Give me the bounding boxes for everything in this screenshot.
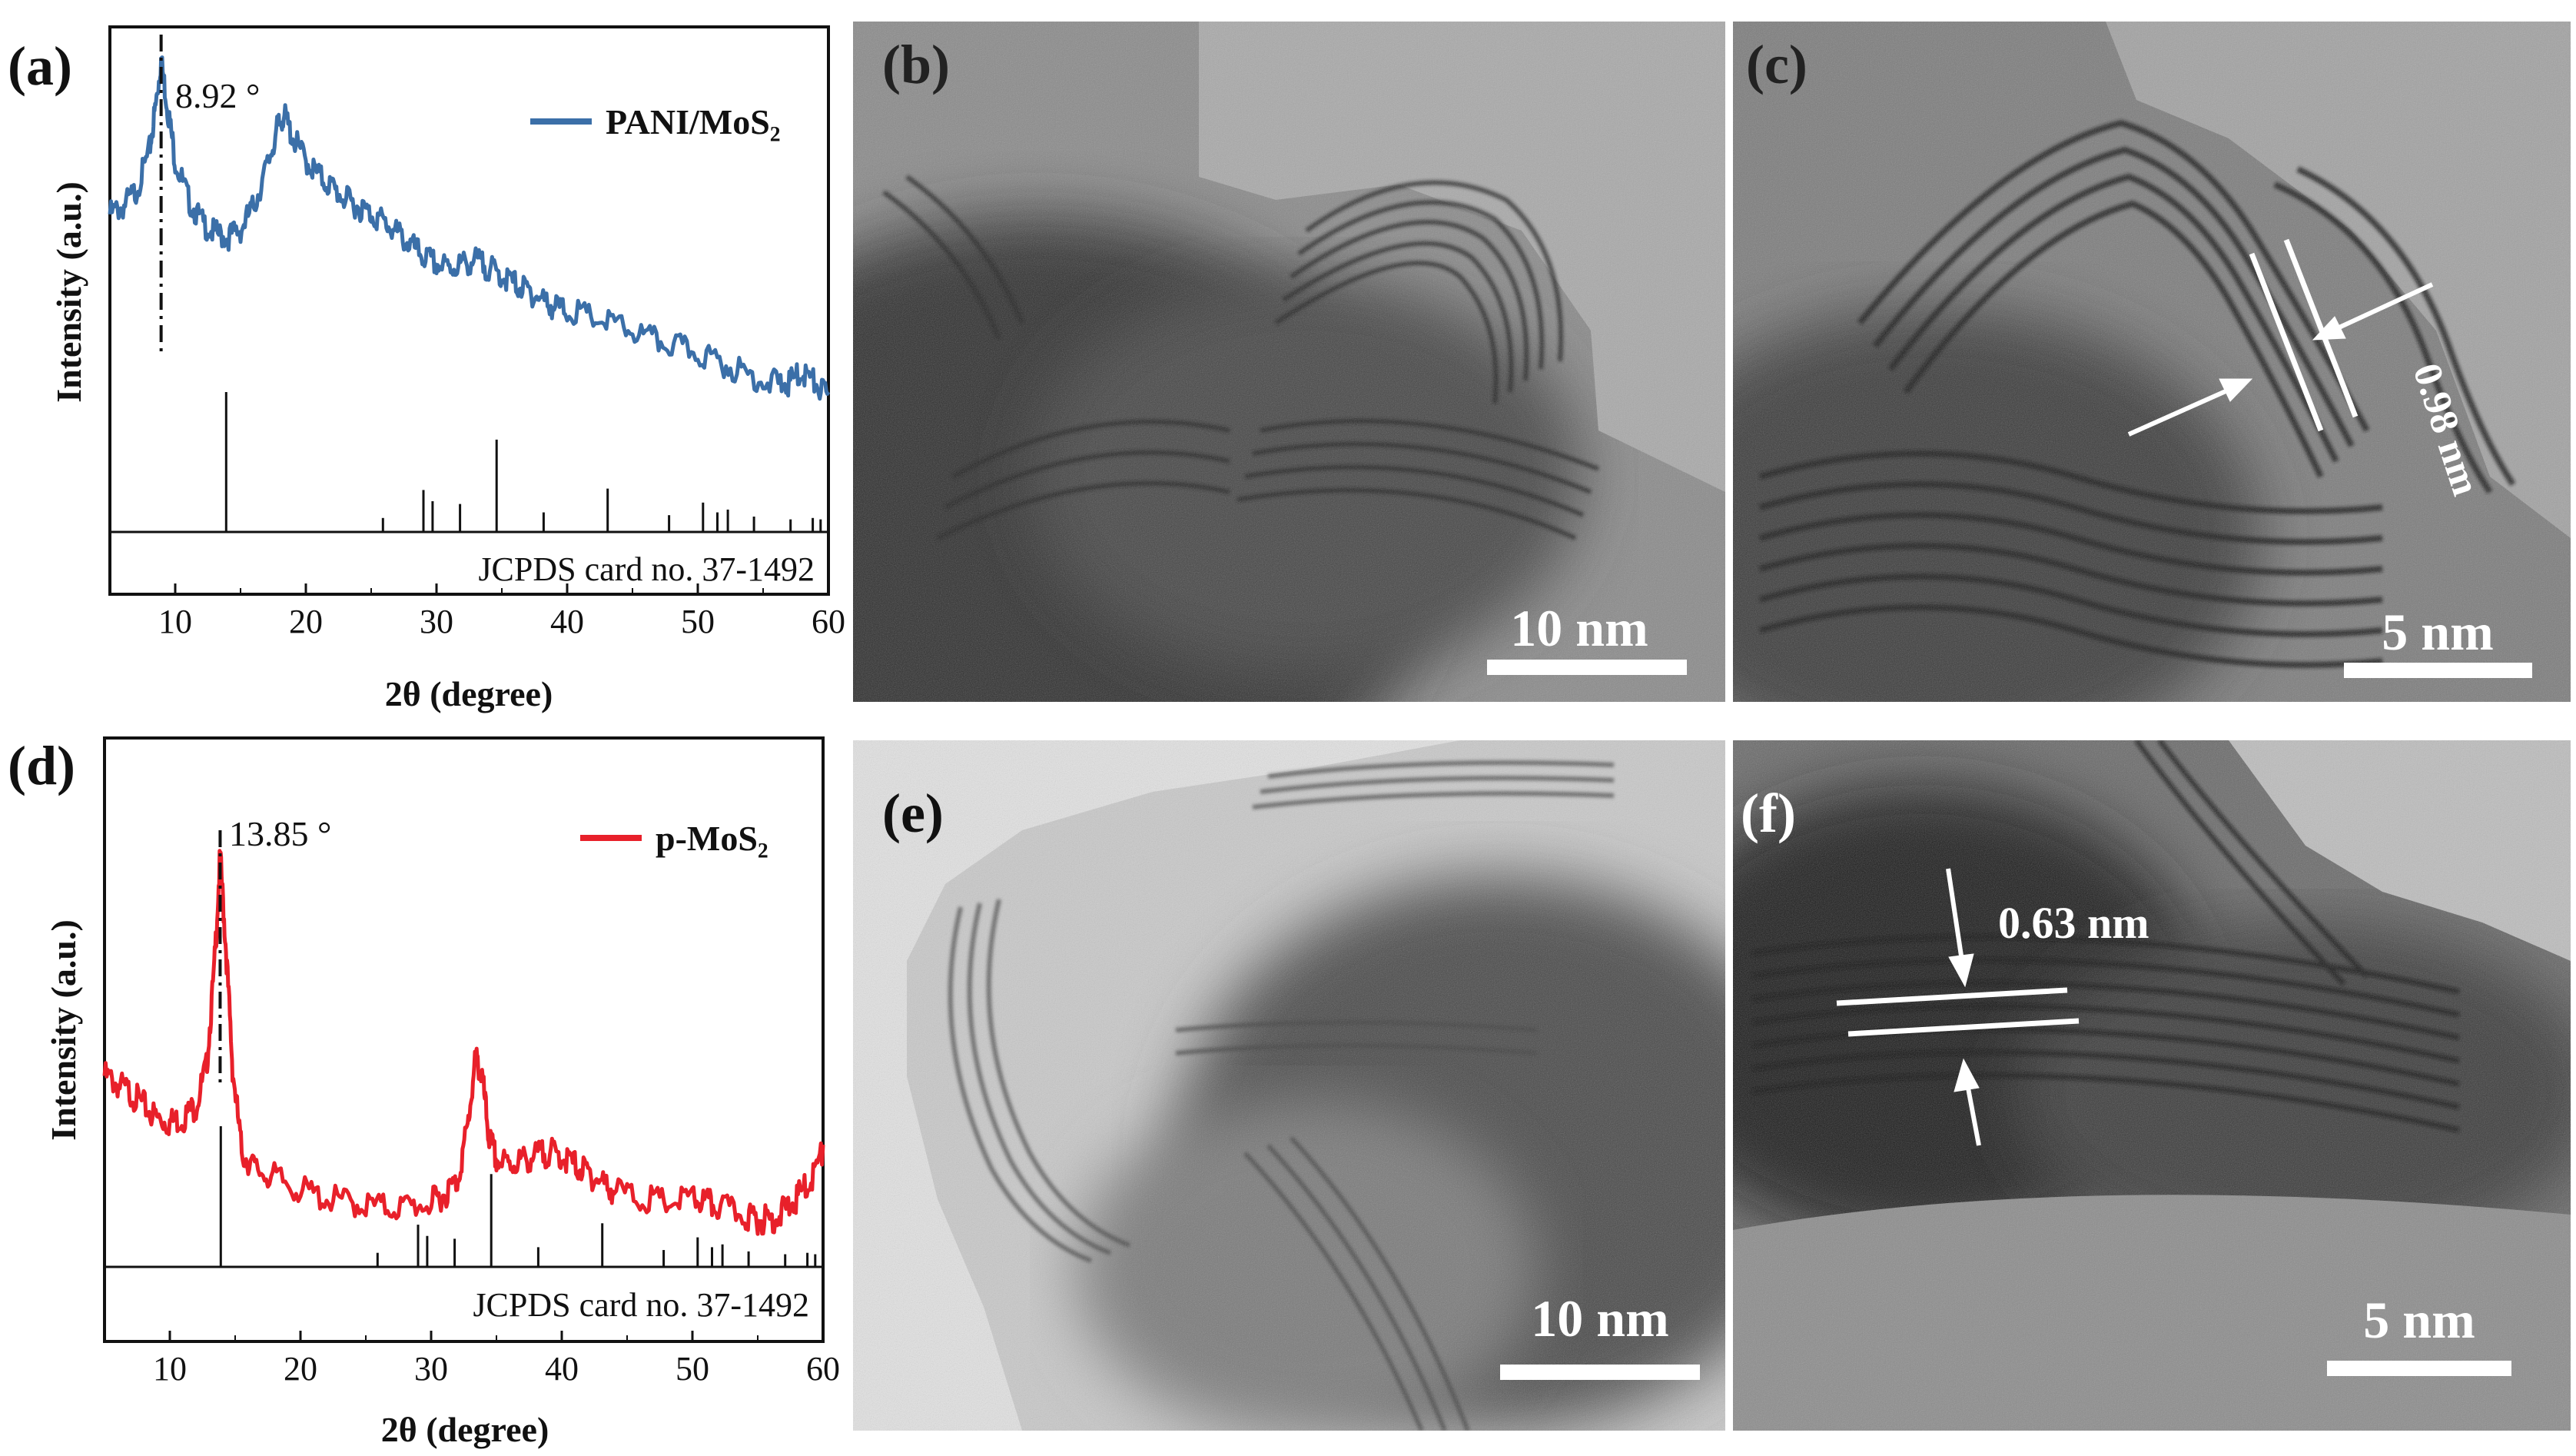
ylabel-a: Intensity (a.u.) bbox=[49, 181, 88, 403]
scale-label-f: 5 nm bbox=[2363, 1291, 2475, 1349]
x-tick-label-3: 40 bbox=[550, 603, 584, 640]
lattice-marker-c bbox=[2127, 238, 2434, 437]
tem-image-c bbox=[1733, 22, 2571, 702]
xlabel-a: 2θ (degree) bbox=[385, 674, 553, 713]
scale-bar-f bbox=[2327, 1361, 2511, 1376]
series-line-0 bbox=[102, 849, 825, 1236]
panel-d: (d) 10 20 30 40 50 60 Intensity (a.u.) 2θ (de… bbox=[8, 735, 840, 1449]
scale-label-e: 10 nm bbox=[1531, 1289, 1668, 1348]
reference-label-a: JCPDS card no. 37-1492 bbox=[478, 550, 815, 588]
panel-label-e: (e) bbox=[882, 783, 944, 844]
panel-label-a: (a) bbox=[8, 35, 72, 97]
plot-frame-a bbox=[108, 25, 830, 596]
scale-label-c: 5 nm bbox=[2382, 603, 2493, 661]
xlabel-d: 2θ (degree) bbox=[381, 1410, 549, 1449]
x-tick-label-2: 30 bbox=[414, 1350, 448, 1388]
tem-image-b bbox=[853, 22, 1725, 702]
x-tick-label-5: 60 bbox=[812, 603, 845, 640]
panel-label-f: (f) bbox=[1741, 783, 1796, 844]
x-tick-label-0: 10 bbox=[158, 603, 192, 640]
panel-label-c: (c) bbox=[1746, 34, 1808, 95]
x-tick-label-4: 50 bbox=[681, 603, 715, 640]
chart-d: 10 20 30 40 50 60 bbox=[102, 830, 840, 1388]
peak-label-a: 8.92 ° bbox=[175, 76, 260, 115]
x-tick-label-1: 20 bbox=[284, 1350, 317, 1388]
legend-text-d: p-MoS₂ bbox=[656, 819, 768, 858]
legend-text-a: PANI/MoS₂ bbox=[606, 102, 781, 141]
lattice-label-f: 0.63 nm bbox=[1998, 898, 2149, 948]
scale-label-b: 10 nm bbox=[1510, 599, 1648, 657]
x-tick-label-3: 40 bbox=[545, 1350, 579, 1388]
panel-a: (a) 10 20 30 40 50 60 Intensity (a.u.) 2θ (de… bbox=[8, 25, 845, 713]
ylabel-d: Intensity (a.u.) bbox=[44, 919, 83, 1141]
plot-frame-d bbox=[103, 736, 825, 1343]
scale-bar-e bbox=[1500, 1365, 1700, 1380]
x-tick-label-1: 20 bbox=[289, 603, 323, 640]
x-tick-label-5: 60 bbox=[806, 1350, 840, 1388]
series-line-0 bbox=[108, 55, 831, 401]
peak-label-d: 13.85 ° bbox=[229, 814, 331, 853]
scale-bar-c bbox=[2344, 663, 2532, 678]
reference-label-d: JCPDS card no. 37-1492 bbox=[473, 1286, 809, 1324]
scale-bar-b bbox=[1487, 660, 1687, 675]
x-tick-label-4: 50 bbox=[676, 1350, 709, 1388]
x-tick-label-2: 30 bbox=[420, 603, 453, 640]
chart-a: 10 20 30 40 50 60 bbox=[108, 35, 845, 640]
lattice-marker-f bbox=[1836, 868, 2080, 1146]
panel-label-d: (d) bbox=[8, 735, 75, 796]
tem-image-e bbox=[853, 740, 1725, 1431]
panel-label-b: (b) bbox=[882, 34, 950, 95]
x-tick-label-0: 10 bbox=[153, 1350, 187, 1388]
